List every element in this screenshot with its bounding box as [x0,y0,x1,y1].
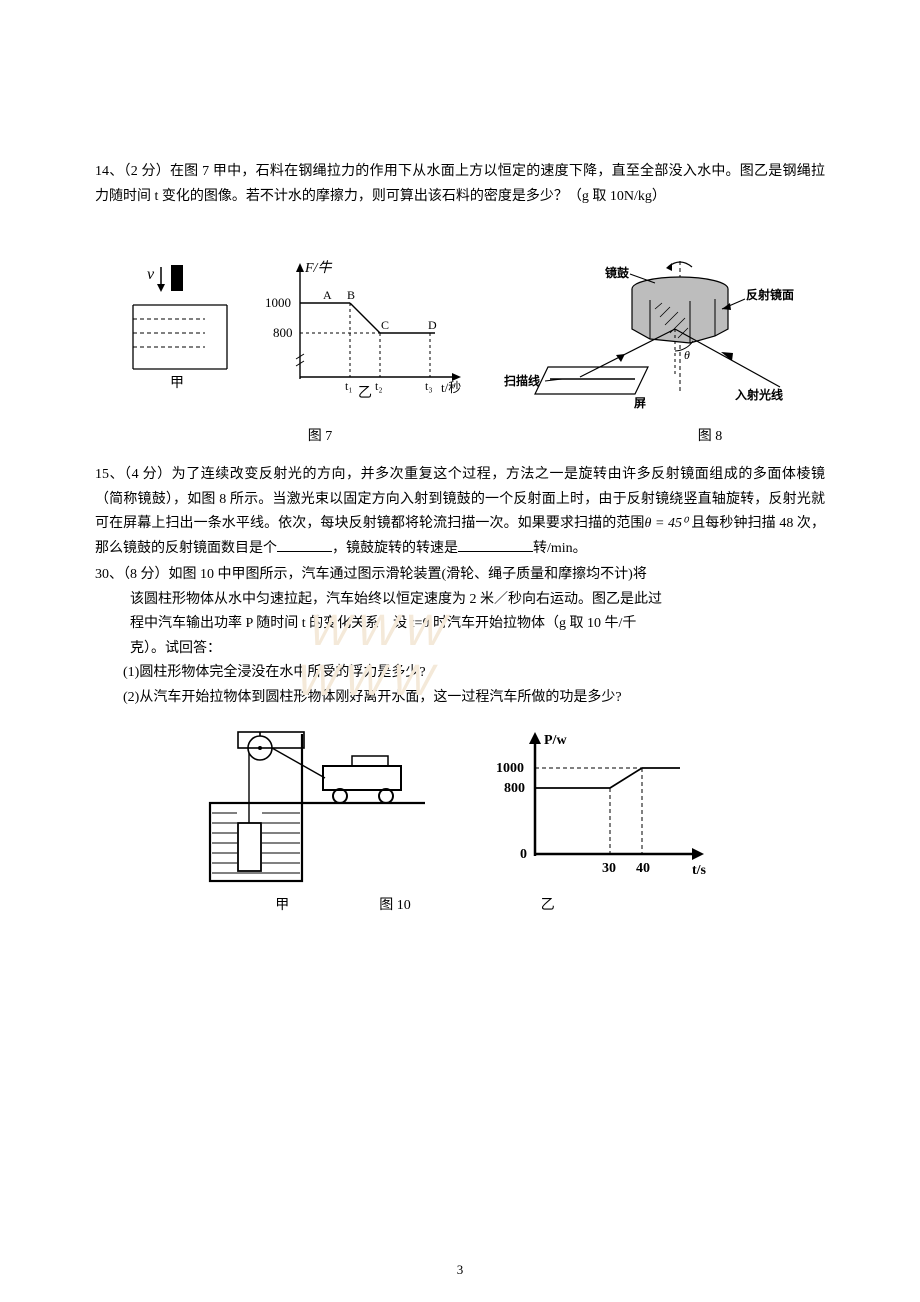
figure-row-7-8: ν 甲 1000 800 [95,259,825,419]
fig7-t2: t₂ [375,379,383,393]
blank-input-2[interactable] [458,537,533,552]
fig10-y800: 800 [504,781,525,796]
fig7-t-axis-label: t/秒 [441,380,461,395]
fig7-left-label: 甲 [170,376,184,391]
fig10-left-caption: 甲 [275,894,289,914]
page-number: 3 [0,1262,920,1278]
fig7-t1: t₁ [345,379,353,393]
fig8-incident-label: 入射光线 [735,387,783,402]
q14-text: 14、（2 分）在图 7 甲中，石料在钢绳拉力的作用下从水面上方以恒定的速度下降… [95,160,825,209]
fig7-point-A: A [323,288,332,302]
fig10-x40: 40 [636,861,650,876]
fig7-graph: 1000 800 F/牛 A B C D t₁ t₂ t₃ 乙 t/秒 [255,259,470,414]
q15-theta: θ = 45⁰ [645,516,688,531]
velocity-label: ν [147,266,155,283]
q30-sub1: (1)圆柱形物体完全浸没在水中所受的浮力是多少? [95,661,825,686]
fig8-theta: θ [684,348,690,362]
fig8-diagram: 镜鼓 反射镜面 θ 扫描线 屏 入射光线 [490,259,795,419]
q30-head: 30、（8 分）如图 10 中甲图所示，汽车通过图示滑轮装置(滑轮、绳子质量和摩… [95,563,825,661]
fig10-caption: 图 10 [379,894,411,914]
fig7-between-label: 乙 [358,385,372,401]
fig7-ytick-1000: 1000 [265,295,291,310]
fig8-caption: 图 8 [698,425,723,445]
fig10-x30: 30 [602,861,616,876]
fig8-scanline-label: 扫描线 [504,373,540,388]
fig10-zero: 0 [520,847,527,862]
fig7-point-D: D [428,318,437,332]
fig7-point-C: C [381,318,389,332]
fig10-P-label: P/w [544,733,567,748]
q30-sub2: (2)从汽车开始拉物体到圆柱形物体刚好离开水面，这一过程汽车所做的功是多少? [95,686,825,711]
q15-line2c: 转/min。 [533,541,587,556]
fig10-right-caption: 乙 [541,894,555,914]
blank-input-1[interactable] [277,537,332,552]
fig8-screen-label: 屏 [633,396,646,410]
fig8-drum-label: 镜鼓 [605,265,630,280]
fig7-point-B: B [347,288,355,302]
fig8-reflection-label: 反射镜面 [746,287,794,302]
fig7-caption: 图 7 [308,425,333,445]
figure-10-row: P/w t/s 1000 800 0 30 40 [95,728,825,888]
fig7-t3: t₃ [425,379,433,393]
fig10-left-diagram [200,728,430,888]
q15-text: 15、（4 分）为了连续改变反射光的方向，并多次重复这个过程，方法之一是旋转由许… [95,463,825,561]
fig10-y1000: 1000 [496,761,524,776]
fig7-F-label: F/牛 [304,260,332,276]
fig10-graph: P/w t/s 1000 800 0 30 40 [480,728,720,888]
fig7-ytick-800: 800 [273,325,293,340]
fig10-t-label: t/s [692,863,707,878]
q15-line2b: ，镜鼓旋转的转速是 [332,541,458,556]
fig7-left-diagram: ν 甲 [125,259,235,409]
